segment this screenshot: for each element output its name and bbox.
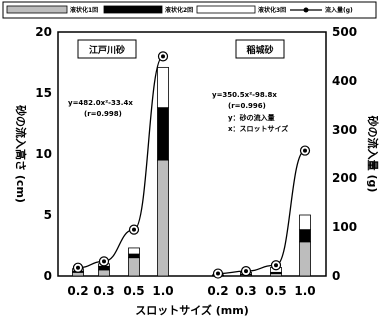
xtick-label: 0.3 — [235, 284, 256, 298]
legend-swatch-liq1 — [6, 5, 68, 14]
xtick-label: 0.5 — [265, 284, 286, 298]
bar-edogawa-liq3-0.5 — [128, 247, 140, 255]
ytick-right-300: 300 — [332, 123, 357, 137]
xtick-label: 0.2 — [67, 284, 88, 298]
xtick-label: 0.3 — [93, 284, 114, 298]
ytick-right-400: 400 — [332, 74, 357, 88]
bar-inagi-liq2-1.0 — [299, 229, 311, 243]
bar-edogawa-liq1-0.5 — [128, 257, 140, 277]
equation-inagi: y=350.5x²-98.8x — [212, 91, 277, 99]
panel-label-box-inagi — [235, 39, 285, 59]
r-inagi: (r=0.996) — [228, 102, 266, 110]
bar-edogawa-liq1-0.2 — [72, 271, 84, 277]
legend-label-liq2: 液状化2回 — [165, 6, 193, 14]
inflow-point-core-edogawa-0.5 — [132, 227, 136, 232]
xtick-label: 1.0 — [294, 284, 315, 298]
legend-marker-inflow — [303, 7, 309, 13]
inflow-point-core-inagi-0.3 — [244, 269, 248, 274]
legend-label-inflow: 流入量(g) — [325, 6, 353, 14]
legend: 液状化1回 液状化2回 液状化3回 流入量(g) — [2, 1, 377, 19]
ytick-right-500: 500 — [332, 25, 357, 39]
bar-edogawa-liq2-0.3 — [98, 265, 110, 271]
inflow-point-core-inagi-1.0 — [303, 148, 307, 153]
xlabel: スロットサイズ (mm) — [135, 303, 248, 317]
plot-frame — [57, 31, 327, 277]
inflow-point-core-edogawa-0.2 — [76, 265, 80, 270]
ytick-right-200: 200 — [332, 171, 357, 185]
xtick-label: 0.5 — [123, 284, 144, 298]
ytick-left-15: 15 — [35, 86, 52, 100]
inflow-point-core-inagi-0.2 — [216, 271, 220, 276]
ytick-left-5: 5 — [44, 208, 52, 222]
chart-marks — [72, 51, 311, 279]
ylabel-left: 砂の流入高さ (cm) — [14, 105, 28, 203]
r-edogawa: (r=0.998) — [84, 110, 122, 118]
inflow-line-edogawa — [77, 55, 164, 269]
ytick-left-10: 10 — [35, 147, 52, 161]
bar-edogawa-liq2-1.0 — [157, 107, 169, 161]
inflow-point-core-inagi-0.5 — [274, 263, 278, 268]
ytick-right-100: 100 — [332, 220, 357, 234]
legend-label-liq1: 液状化1回 — [70, 6, 98, 14]
note-slot: x：スロットサイズ — [228, 124, 288, 133]
inflow-line-inagi — [217, 149, 306, 275]
panel-label-edogawa: 江戸川砂 — [89, 44, 125, 56]
legend-swatch-liq2 — [103, 5, 163, 14]
ytick-left-20: 20 — [35, 25, 52, 39]
x-tick-labels: 0.2 0.3 0.5 1.0 0.2 0.3 0.5 1.0 — [67, 284, 315, 298]
panel-label-box-edogawa — [77, 39, 137, 59]
equation-edogawa: y=482.0x²-33.4x — [68, 99, 133, 107]
bar-inagi-liq1-1.0 — [299, 241, 311, 277]
note-inflow: y：砂の流入量 — [228, 113, 275, 122]
xtick-label: 1.0 — [152, 284, 173, 298]
ytick-left-0: 0 — [44, 269, 52, 283]
xtick-label: 0.2 — [207, 284, 228, 298]
inflow-point-core-edogawa-1.0 — [161, 54, 165, 59]
legend-swatch-liq3 — [196, 5, 256, 14]
bar-edogawa-liq2-0.5 — [128, 253, 140, 259]
panel-label-inagi: 稲城砂 — [246, 44, 273, 56]
bar-edogawa-liq3-1.0 — [157, 66, 169, 109]
legend-label-liq3: 液状化3回 — [258, 6, 286, 14]
bar-edogawa-liq1-0.3 — [98, 269, 110, 277]
ytick-right-0: 0 — [332, 269, 340, 283]
ylabel-right: 砂の流入量 (g) — [366, 116, 379, 193]
bar-inagi-liq3-1.0 — [299, 214, 311, 231]
inflow-point-core-edogawa-0.3 — [102, 259, 106, 264]
bar-edogawa-liq1-1.0 — [157, 159, 169, 277]
